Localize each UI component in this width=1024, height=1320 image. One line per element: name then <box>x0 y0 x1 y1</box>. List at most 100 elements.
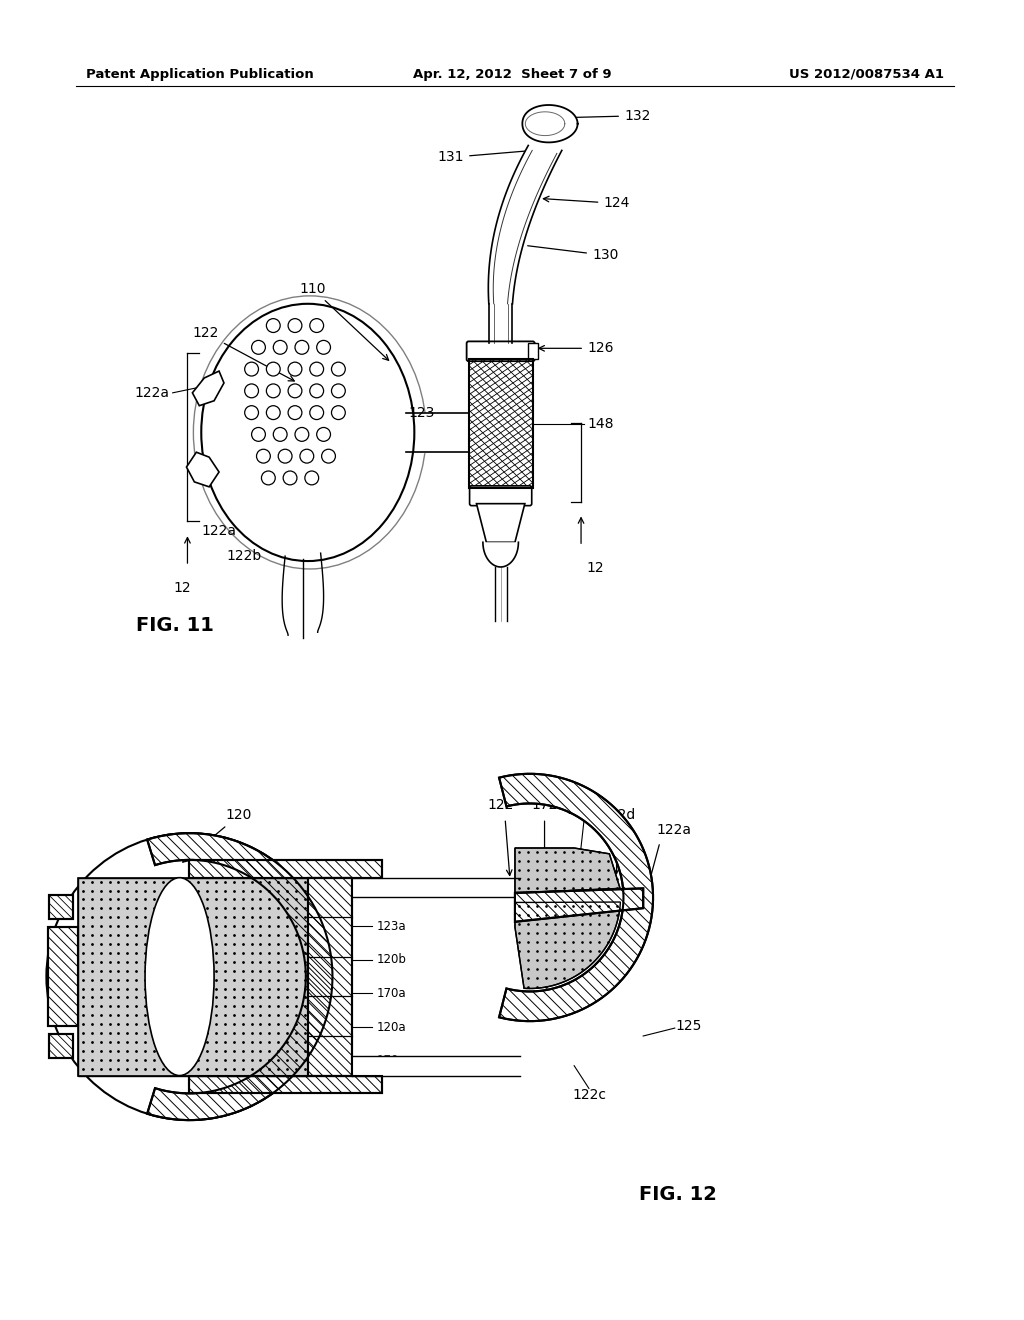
Text: US 2012/0087534 A1: US 2012/0087534 A1 <box>790 67 944 81</box>
Bar <box>469 359 532 488</box>
Polygon shape <box>48 927 78 1026</box>
Circle shape <box>245 384 258 397</box>
Circle shape <box>305 471 318 484</box>
Text: 123: 123 <box>408 405 434 420</box>
FancyBboxPatch shape <box>467 342 535 362</box>
Polygon shape <box>515 847 621 892</box>
Text: 130: 130 <box>527 246 618 263</box>
Text: 125: 125 <box>676 1019 702 1034</box>
Bar <box>469 359 532 488</box>
Text: 123a: 123a <box>377 920 407 933</box>
Text: 110: 110 <box>299 282 389 360</box>
Text: 124: 124 <box>544 197 630 210</box>
Circle shape <box>266 405 281 420</box>
Polygon shape <box>49 1034 73 1057</box>
Polygon shape <box>189 859 382 878</box>
Circle shape <box>310 384 324 397</box>
Text: 148: 148 <box>587 417 613 430</box>
Circle shape <box>332 405 345 420</box>
Polygon shape <box>186 453 219 487</box>
Circle shape <box>316 341 331 354</box>
Text: Patent Application Publication: Patent Application Publication <box>86 67 313 81</box>
Text: 122b: 122b <box>566 804 602 817</box>
Circle shape <box>310 318 324 333</box>
Bar <box>469 359 532 488</box>
Circle shape <box>252 428 265 441</box>
Bar <box>78 878 308 1076</box>
Polygon shape <box>515 902 621 989</box>
Polygon shape <box>522 106 578 143</box>
Polygon shape <box>483 543 518 568</box>
Polygon shape <box>189 859 382 878</box>
Circle shape <box>288 384 302 397</box>
Text: 126: 126 <box>539 342 613 355</box>
Polygon shape <box>308 878 352 1076</box>
Ellipse shape <box>202 304 415 561</box>
Circle shape <box>46 833 333 1121</box>
Text: Apr. 12, 2012  Sheet 7 of 9: Apr. 12, 2012 Sheet 7 of 9 <box>413 67 611 81</box>
Text: 131: 131 <box>437 150 530 165</box>
Polygon shape <box>488 145 562 304</box>
Circle shape <box>252 341 265 354</box>
Text: 170a: 170a <box>377 987 407 1001</box>
Circle shape <box>288 362 302 376</box>
Circle shape <box>284 471 297 484</box>
FancyBboxPatch shape <box>470 486 531 506</box>
Polygon shape <box>49 1034 73 1057</box>
Circle shape <box>273 428 287 441</box>
Text: 123: 123 <box>377 886 399 899</box>
Text: 122c: 122c <box>572 1089 606 1102</box>
Circle shape <box>300 449 313 463</box>
Polygon shape <box>49 895 73 919</box>
Text: 122a: 122a <box>202 524 237 539</box>
Circle shape <box>279 449 292 463</box>
Text: 170: 170 <box>377 1055 399 1068</box>
Text: 122b: 122b <box>226 549 261 564</box>
Text: 122: 122 <box>487 799 513 812</box>
Text: 122d: 122d <box>601 808 636 822</box>
Text: 172: 172 <box>531 799 558 812</box>
Text: 120a: 120a <box>377 1020 407 1034</box>
Polygon shape <box>515 888 643 921</box>
Circle shape <box>245 362 258 376</box>
Polygon shape <box>476 504 525 543</box>
Circle shape <box>257 449 270 463</box>
Polygon shape <box>189 1076 382 1093</box>
Polygon shape <box>308 878 352 1076</box>
Text: 120: 120 <box>182 808 252 862</box>
Circle shape <box>288 405 302 420</box>
Circle shape <box>332 384 345 397</box>
Polygon shape <box>147 833 333 1121</box>
Text: 122a: 122a <box>656 824 691 837</box>
Circle shape <box>261 471 275 484</box>
Circle shape <box>295 428 309 441</box>
Polygon shape <box>193 371 224 405</box>
Circle shape <box>310 362 324 376</box>
Polygon shape <box>527 343 538 359</box>
Circle shape <box>288 318 302 333</box>
Polygon shape <box>189 1076 382 1093</box>
Circle shape <box>316 428 331 441</box>
Circle shape <box>266 318 281 333</box>
Circle shape <box>295 341 309 354</box>
Polygon shape <box>499 774 653 1022</box>
Ellipse shape <box>145 878 214 1076</box>
Polygon shape <box>48 927 78 1026</box>
Text: FIG. 12: FIG. 12 <box>639 1185 717 1204</box>
Polygon shape <box>499 774 653 1022</box>
Text: 12: 12 <box>174 581 191 595</box>
Polygon shape <box>147 833 333 1121</box>
Polygon shape <box>49 895 73 919</box>
Text: 120b: 120b <box>377 953 407 966</box>
Text: 122a: 122a <box>135 385 170 400</box>
Bar <box>78 878 308 1076</box>
Polygon shape <box>515 888 643 921</box>
Text: FIG. 11: FIG. 11 <box>136 616 214 635</box>
Circle shape <box>266 362 281 376</box>
Text: 12: 12 <box>586 561 603 576</box>
Circle shape <box>245 405 258 420</box>
Text: 122: 122 <box>193 326 294 381</box>
Circle shape <box>266 384 281 397</box>
Text: 132: 132 <box>564 108 650 123</box>
Circle shape <box>332 362 345 376</box>
